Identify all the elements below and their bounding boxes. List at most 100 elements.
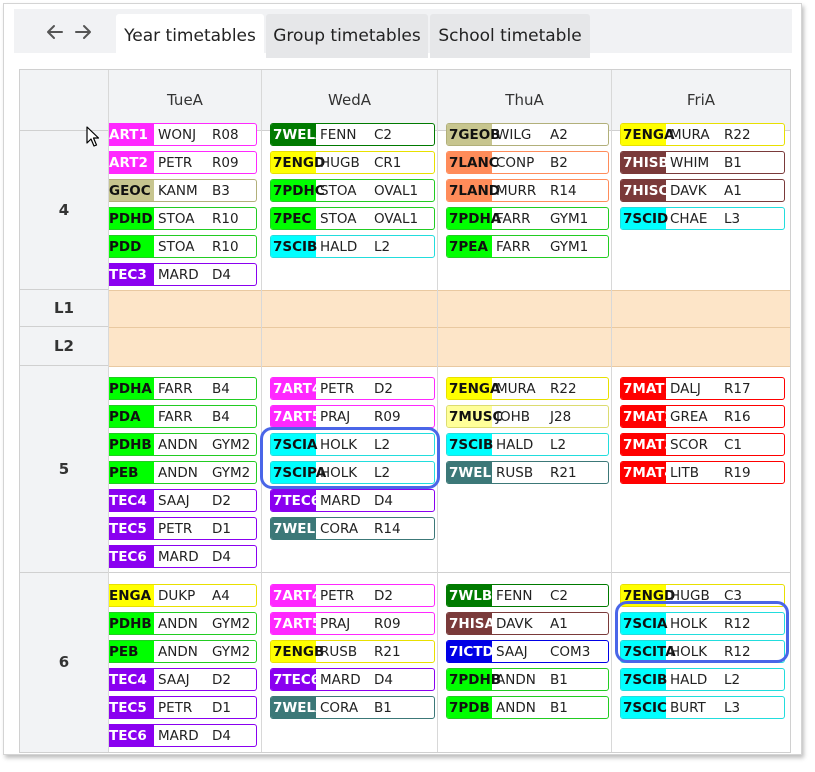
lesson-cell[interactable]: PDHB ANDN GYM2 — [109, 433, 257, 456]
lesson-cell[interactable]: TEC6 MARD D4 — [109, 545, 257, 568]
lesson-cell[interactable]: 7LANC CONP B2 — [446, 151, 609, 174]
period-l2-header: L2 — [20, 327, 108, 366]
tab-school-timetable[interactable]: School timetable — [430, 14, 590, 58]
room-code: GYM2 — [212, 616, 251, 632]
day-header-thua: ThuA — [438, 70, 611, 131]
lesson-cell[interactable]: 7SCIPA HOLK L2 — [270, 461, 435, 484]
lesson-cell[interactable]: 7MUSC JOHB J28 — [446, 405, 609, 428]
period-6-header: 6 — [20, 573, 108, 752]
lesson-cell[interactable]: PDHD STOA R10 — [109, 207, 257, 230]
tab-year-timetables[interactable]: Year timetables — [116, 14, 264, 58]
lesson-cell[interactable]: 7HISC DAVK A1 — [620, 179, 785, 202]
lesson-cell[interactable]: 7MAT2 GREA R16 — [620, 405, 785, 428]
lesson-cell[interactable]: 7PEC STOA OVAL1 — [270, 207, 435, 230]
room-code: GYM2 — [212, 437, 251, 453]
lesson-cell[interactable]: 7MAT4 LITB R19 — [620, 461, 785, 484]
teacher-code: FARR — [496, 211, 531, 227]
lesson-cell[interactable]: 7SCIA HOLK R12 — [620, 612, 785, 635]
lesson-cell[interactable]: 7ART4 PETR D2 — [270, 377, 435, 400]
lesson-cell[interactable]: PEB ANDN GYM2 — [109, 640, 257, 663]
class-code: TEC5 — [109, 518, 154, 539]
lesson-cell[interactable]: 7WELA FENN C2 — [270, 123, 435, 146]
room-code: A2 — [550, 127, 568, 143]
lesson-cell[interactable]: PEB ANDN GYM2 — [109, 461, 257, 484]
lesson-cell[interactable]: 7ART4 PETR D2 — [270, 584, 435, 607]
teacher-code: HOLK — [320, 437, 358, 453]
lesson-cell[interactable]: 7PDHA FARR GYM1 — [446, 207, 609, 230]
lesson-cell[interactable]: 7PEA FARR GYM1 — [446, 235, 609, 258]
lesson-cell[interactable]: 7WELB CORA R14 — [270, 517, 435, 540]
lesson-cell[interactable]: 7LAND MURR R14 — [446, 179, 609, 202]
room-code: R14 — [550, 183, 577, 199]
lesson-cell[interactable]: 7TEC6 MARD D4 — [270, 668, 435, 691]
class-code: 7ART4 — [271, 585, 321, 606]
teacher-code: BURT — [670, 700, 706, 716]
lesson-cell[interactable]: ENGA DUKP A4 — [109, 584, 257, 607]
lesson-cell[interactable]: PDHA FARR B4 — [109, 377, 257, 400]
lesson-cell[interactable]: 7WELD RUSB R21 — [446, 461, 609, 484]
teacher-code: STOA — [158, 211, 195, 227]
lesson-cell[interactable]: 7PDB ANDN B1 — [446, 696, 609, 719]
class-code: GEOC — [109, 180, 154, 201]
teacher-code: HUGB — [670, 588, 710, 604]
lesson-cell[interactable]: PDA FARR B4 — [109, 405, 257, 428]
lesson-cell[interactable]: 7MAT1 DALJ R17 — [620, 377, 785, 400]
class-code: 7TEC6 — [271, 669, 320, 690]
lesson-cell[interactable]: 7MAT3 SCOR C1 — [620, 433, 785, 456]
teacher-code: STOA — [158, 239, 195, 255]
lesson-cell[interactable]: PDHB ANDN GYM2 — [109, 612, 257, 635]
lesson-cell[interactable]: 7GEOB WILG A2 — [446, 123, 609, 146]
class-code: 7LAND — [447, 180, 500, 201]
lesson-cell[interactable]: 7WLBC FENN C2 — [446, 584, 609, 607]
lesson-cell[interactable]: 7ENGA MURA R22 — [620, 123, 785, 146]
lesson-cell[interactable]: ART1 WONJ R08 — [109, 123, 257, 146]
teacher-code: LITB — [670, 465, 700, 481]
forward-arrow-icon[interactable] — [72, 21, 94, 43]
lesson-cell[interactable]: TEC4 SAAJ D2 — [109, 489, 257, 512]
teacher-code: FARR — [496, 239, 531, 255]
lesson-cell[interactable]: 7TEC6 MARD D4 — [270, 489, 435, 512]
lesson-cell[interactable]: 7SCITA HOLK R12 — [620, 640, 785, 663]
class-code: 7TEC6 — [271, 490, 320, 511]
lesson-cell[interactable]: 7SCIB HALD L2 — [446, 433, 609, 456]
lesson-cell[interactable]: 7HISB WHIM B1 — [620, 151, 785, 174]
lesson-cell[interactable]: ART2 PETR R09 — [109, 151, 257, 174]
lesson-cell[interactable]: 7HISA DAVK A1 — [446, 612, 609, 635]
lesson-cell[interactable]: TEC4 SAAJ D2 — [109, 668, 257, 691]
back-arrow-icon[interactable] — [44, 21, 66, 43]
lesson-cell[interactable]: TEC5 PETR D1 — [109, 696, 257, 719]
tab-group-timetables[interactable]: Group timetables — [266, 14, 428, 58]
lesson-cell[interactable]: 7ENGA MURA R22 — [446, 377, 609, 400]
lesson-cell[interactable]: GEOC KANM B3 — [109, 179, 257, 202]
teacher-code: HALD — [496, 437, 534, 453]
class-code: TEC4 — [109, 669, 154, 690]
lesson-cell[interactable]: 7SCIC BURT L3 — [620, 696, 785, 719]
lesson-cell[interactable]: TEC5 PETR D1 — [109, 517, 257, 540]
room-code: C2 — [374, 127, 393, 143]
lesson-cell[interactable]: 7ART5 PRAJ R09 — [270, 405, 435, 428]
lesson-cell[interactable]: 7WELA CORA B1 — [270, 696, 435, 719]
teacher-code: MARD — [158, 549, 199, 565]
room-code: L2 — [374, 239, 391, 255]
lesson-cell[interactable]: TEC6 MARD D4 — [109, 724, 257, 747]
lesson-cell[interactable]: 7ENGD HUGB CR1 — [270, 151, 435, 174]
room-code: B1 — [550, 700, 568, 716]
lesson-cell[interactable]: 7SCIB HALD L2 — [620, 668, 785, 691]
lesson-cell[interactable]: 7ENGB RUSB R21 — [270, 640, 435, 663]
class-code: 7ENGA — [621, 124, 674, 145]
class-code: 7ENGD — [271, 152, 325, 173]
teacher-code: SCOR — [670, 437, 709, 453]
lesson-cell[interactable]: 7ICTD SAAJ COM3 — [446, 640, 609, 663]
lesson-cell[interactable]: TEC3 MARD D4 — [109, 263, 257, 286]
room-code: R14 — [374, 521, 401, 537]
column-divider — [261, 70, 262, 752]
teacher-code: MARD — [158, 728, 199, 744]
room-code: R10 — [212, 239, 239, 255]
lesson-cell[interactable]: 7SCID CHAE L3 — [620, 207, 785, 230]
lesson-cell[interactable]: 7SCIA HOLK L2 — [270, 433, 435, 456]
lesson-cell[interactable]: 7PDHC STOA OVAL1 — [270, 179, 435, 202]
lesson-cell[interactable]: PDD STOA R10 — [109, 235, 257, 258]
lesson-cell[interactable]: 7ART5 PRAJ R09 — [270, 612, 435, 635]
lesson-cell[interactable]: 7SCIB HALD L2 — [270, 235, 435, 258]
lesson-cell[interactable]: 7PDHB ANDN B1 — [446, 668, 609, 691]
